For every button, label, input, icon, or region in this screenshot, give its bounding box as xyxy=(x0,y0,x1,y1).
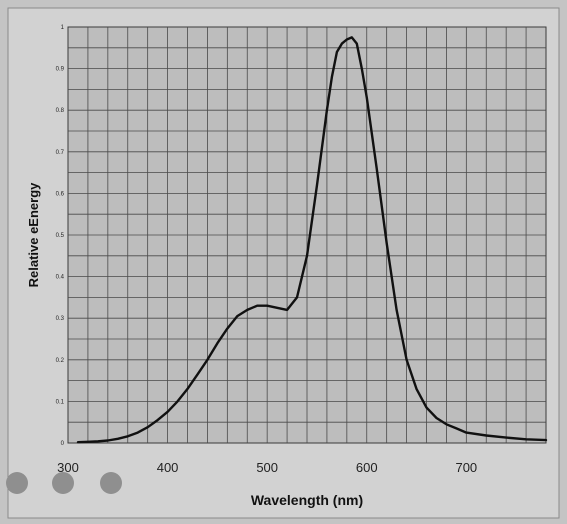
x-axis-title: Wavelength (nm) xyxy=(251,492,363,508)
y-tick-label: 0.9 xyxy=(56,67,65,73)
y-tick-label: 0.5 xyxy=(56,233,65,239)
decorative-dot xyxy=(6,472,28,494)
y-tick-label: 0.3 xyxy=(56,316,65,322)
decorative-dot xyxy=(100,472,122,494)
y-tick-label: 0.1 xyxy=(56,399,65,405)
y-tick-label: 0.7 xyxy=(56,150,65,156)
y-tick-label: 0.2 xyxy=(56,358,65,364)
x-axis-ticks: 300 400 500 600 700 xyxy=(57,460,477,475)
grid-lines xyxy=(68,27,546,443)
x-tick-label: 300 xyxy=(57,460,79,475)
x-tick-label: 400 xyxy=(157,460,179,475)
y-tick-label: 0.8 xyxy=(56,108,65,114)
x-tick-label: 700 xyxy=(455,460,477,475)
y-axis-title: Relative eEnergy xyxy=(26,182,41,288)
y-tick-label: 0 xyxy=(61,441,65,447)
spectrum-line xyxy=(76,36,548,444)
decorative-dot xyxy=(52,472,74,494)
x-tick-label: 600 xyxy=(356,460,378,475)
x-tick-label: 500 xyxy=(256,460,278,475)
y-tick-label: 0.6 xyxy=(56,191,65,197)
y-tick-label: 1 xyxy=(61,25,65,31)
y-tick-label: 0.4 xyxy=(56,275,65,281)
series-layer xyxy=(76,36,548,444)
y-axis-ticks: 0 0.1 0.2 0.3 0.4 0.5 0.6 0.7 0.8 0.9 1 xyxy=(56,25,65,447)
